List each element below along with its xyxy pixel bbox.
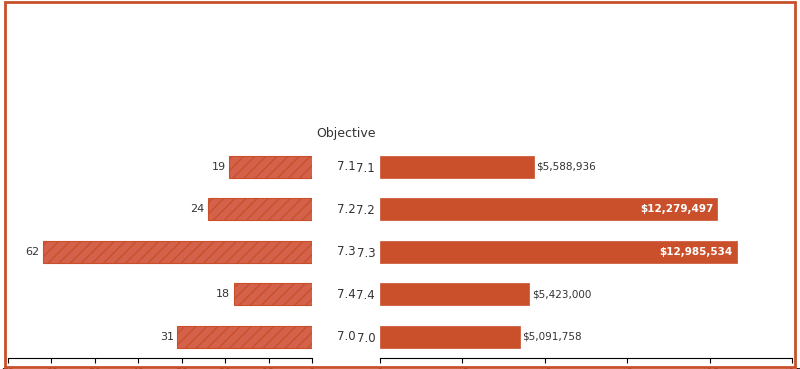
- Bar: [380, 156, 534, 178]
- Text: 7.4: 7.4: [337, 288, 355, 301]
- Text: 19: 19: [212, 162, 226, 172]
- Text: $12,279,497: $12,279,497: [640, 204, 713, 214]
- Bar: [380, 326, 520, 348]
- Text: 7.1: 7.1: [337, 161, 355, 173]
- Text: $5,091,758: $5,091,758: [522, 332, 582, 342]
- Text: $5,423,000: $5,423,000: [532, 289, 591, 299]
- Text: Question 7: Infrastructure and Prevalence: Question 7: Infrastructure and Prevalenc…: [218, 49, 582, 64]
- Bar: [380, 241, 737, 263]
- Bar: [178, 326, 312, 348]
- Bar: [380, 199, 718, 220]
- Text: 7.3: 7.3: [337, 245, 355, 258]
- Text: $5,588,936: $5,588,936: [536, 162, 596, 172]
- Text: 24: 24: [190, 204, 204, 214]
- Text: 31: 31: [160, 332, 174, 342]
- Text: 7.2: 7.2: [337, 203, 355, 216]
- Text: Objective: Objective: [316, 127, 376, 140]
- Bar: [208, 199, 312, 220]
- Text: Total Funding: $41,368,724: Total Funding: $41,368,724: [298, 81, 502, 94]
- Bar: [42, 241, 312, 263]
- Text: 7.0: 7.0: [337, 330, 355, 343]
- Text: Number of Projects: 154: Number of Projects: 154: [309, 111, 491, 124]
- Bar: [380, 283, 529, 305]
- Bar: [234, 283, 312, 305]
- Text: 18: 18: [216, 289, 230, 299]
- Text: $12,985,534: $12,985,534: [659, 247, 733, 257]
- Bar: [230, 156, 312, 178]
- Text: 62: 62: [25, 247, 39, 257]
- Text: 2019: 2019: [375, 15, 425, 33]
